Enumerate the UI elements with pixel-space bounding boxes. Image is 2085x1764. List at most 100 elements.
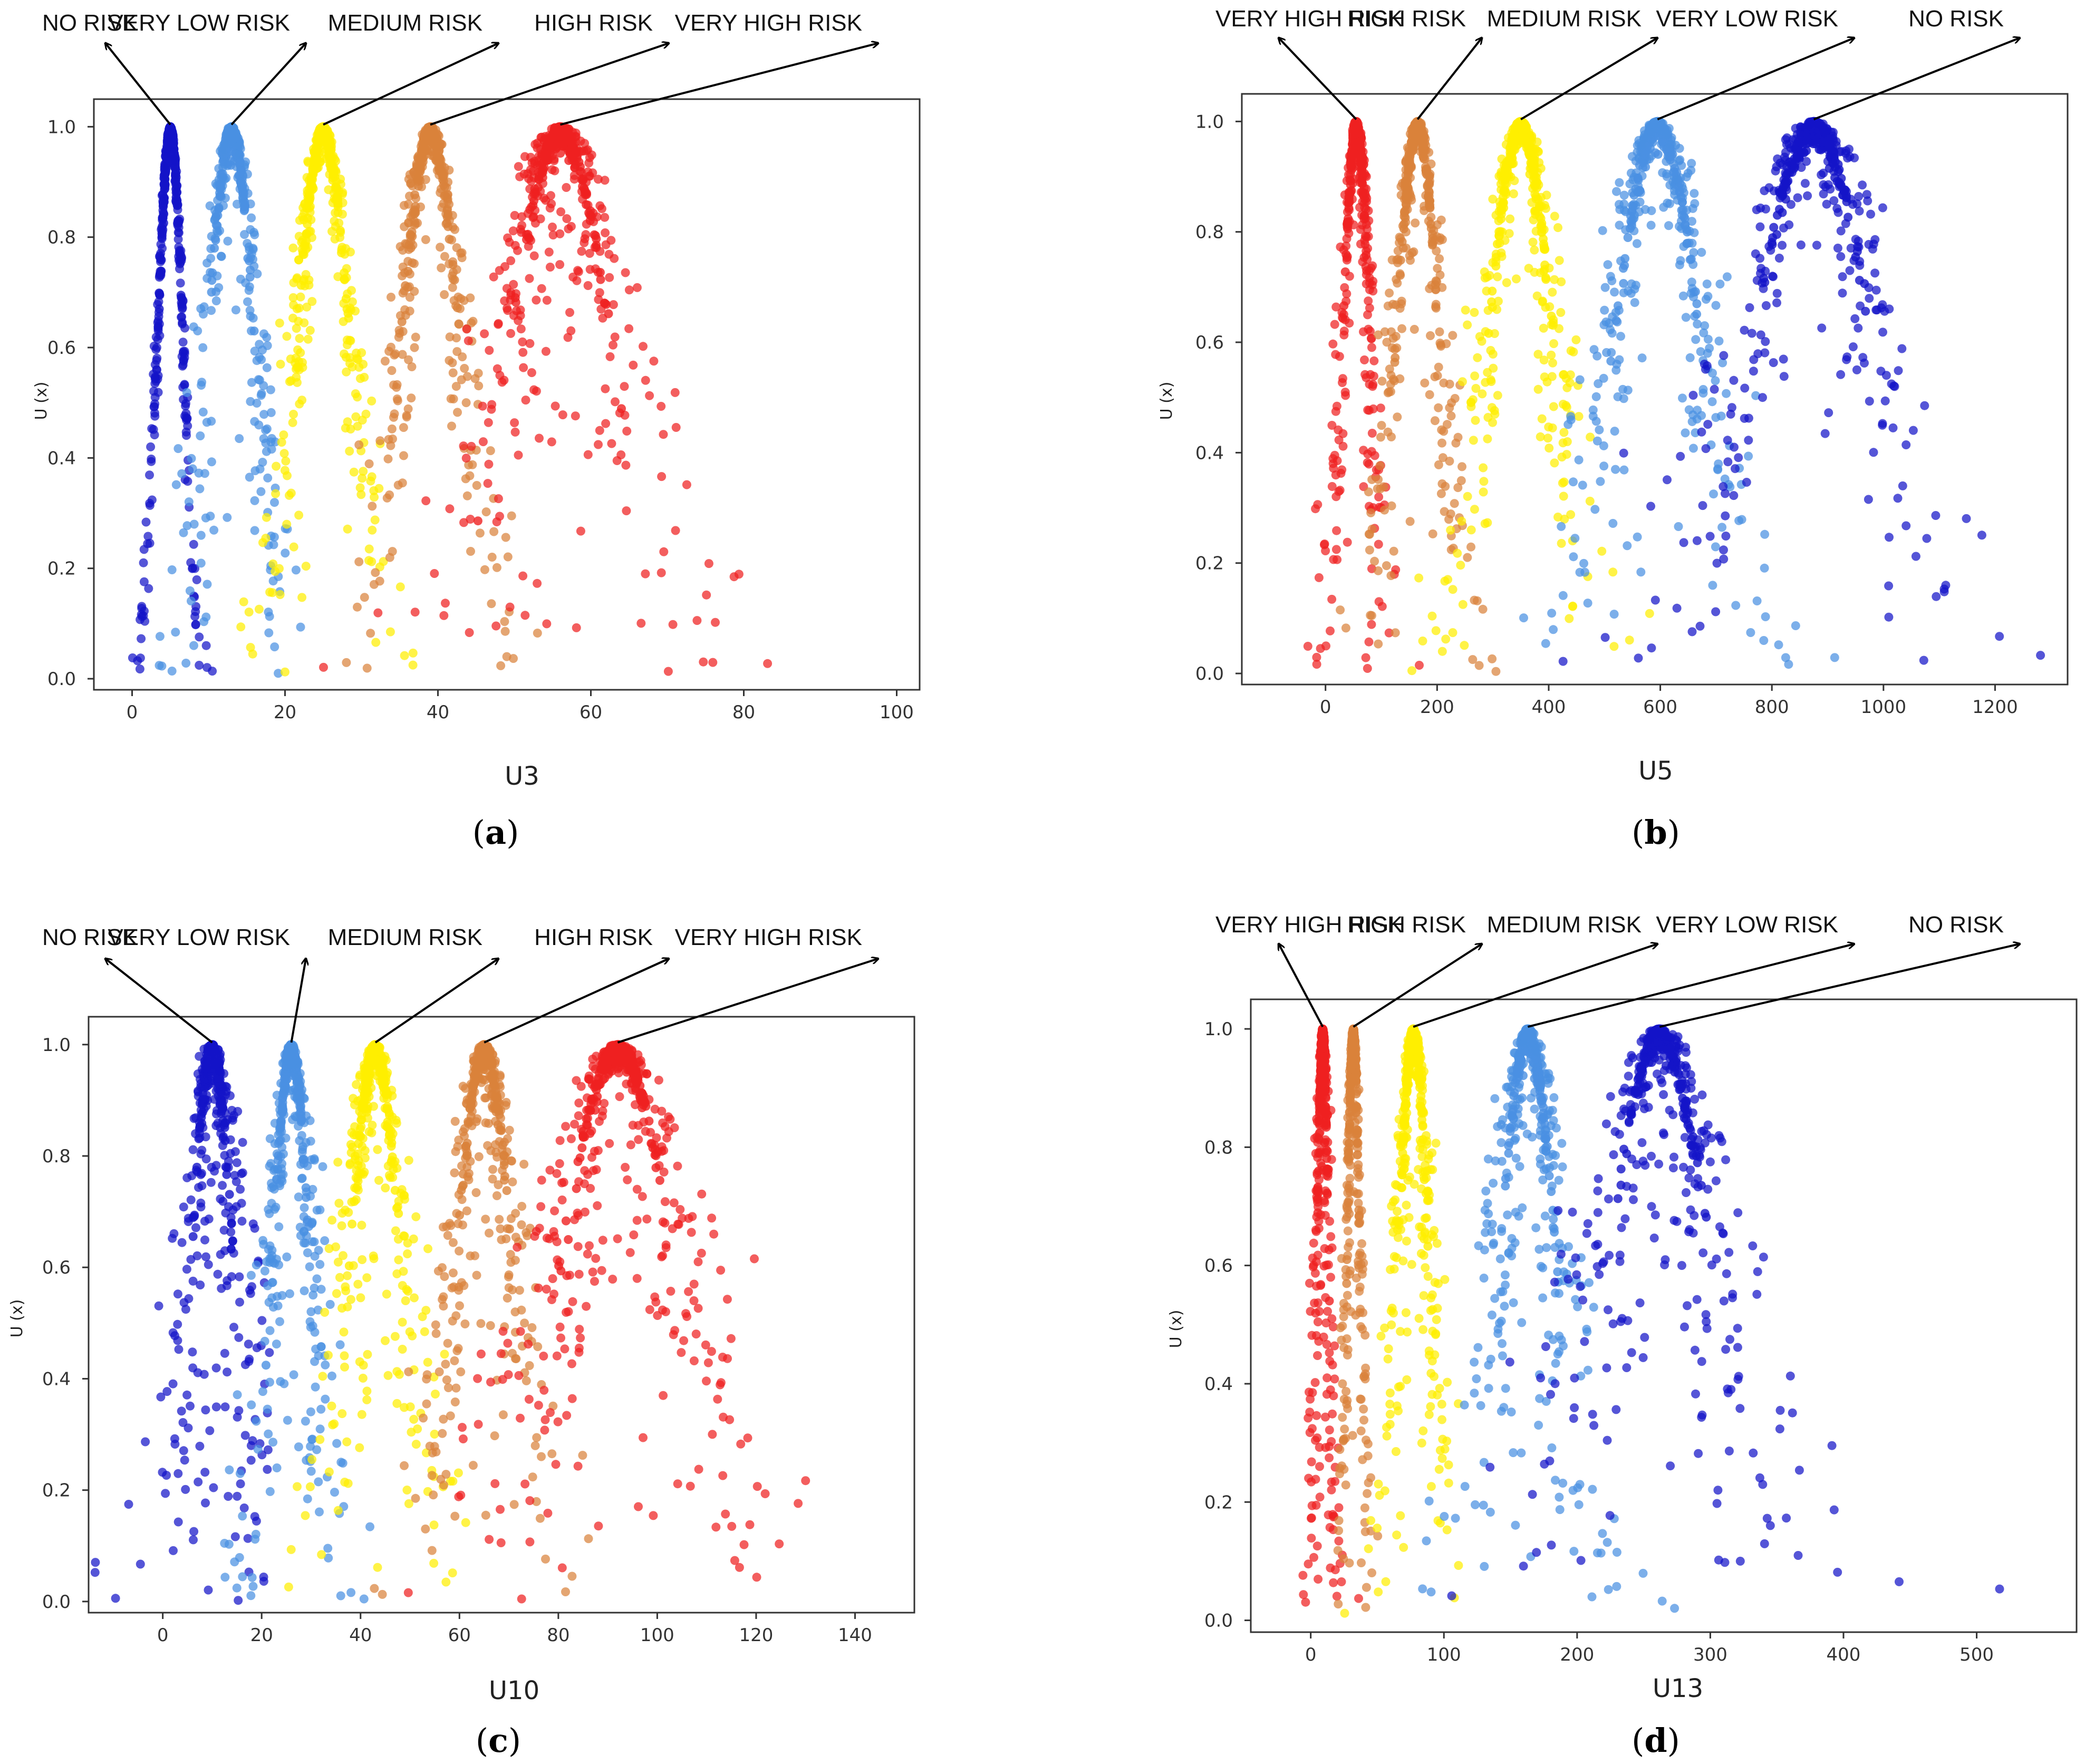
data-point [452, 333, 461, 343]
data-point [421, 235, 430, 244]
data-point [1711, 607, 1721, 616]
y-tick-label: 0.4 [47, 448, 76, 469]
data-point [591, 231, 600, 240]
data-point [171, 185, 181, 194]
data-point [576, 526, 585, 536]
data-point [1708, 581, 1717, 590]
data-point [281, 456, 291, 466]
data-point [179, 528, 188, 537]
data-point [201, 1252, 210, 1261]
data-point [1559, 428, 1569, 437]
data-point [495, 266, 504, 275]
data-point [275, 590, 285, 599]
data-point [1479, 487, 1488, 497]
data-point [199, 310, 208, 319]
data-point [466, 547, 475, 556]
x-tick-label: 800 [1755, 697, 1789, 718]
data-point [1871, 305, 1881, 315]
data-point [491, 621, 501, 631]
data-point [1721, 532, 1731, 541]
data-point [1456, 476, 1466, 485]
data-point [1782, 140, 1791, 149]
data-point [494, 494, 503, 504]
data-point [565, 308, 574, 317]
data-point [1650, 595, 1660, 605]
data-point [1633, 532, 1642, 542]
data-point [533, 629, 542, 638]
data-point [182, 388, 191, 397]
data-point [1745, 303, 1754, 312]
data-point [143, 532, 153, 541]
data-point [1709, 489, 1718, 499]
data-point [600, 213, 610, 222]
data-point [1939, 587, 1949, 596]
data-point [450, 275, 459, 285]
data-point [1409, 247, 1418, 256]
data-point [174, 1345, 184, 1354]
data-point [1716, 411, 1726, 421]
annotation-label-no-risk: NO RISK [1908, 6, 2004, 32]
data-point [243, 297, 252, 306]
data-point [173, 1289, 182, 1299]
data-point [1589, 345, 1599, 354]
data-point [1370, 556, 1379, 566]
data-point [1363, 406, 1373, 415]
data-point [487, 404, 496, 414]
data-point [246, 312, 255, 321]
data-point [468, 316, 478, 326]
data-point [1507, 150, 1516, 159]
data-point [1377, 421, 1386, 430]
data-point [541, 346, 551, 356]
data-point [1627, 279, 1636, 288]
data-point [1578, 480, 1587, 490]
data-point [243, 239, 252, 248]
data-point [485, 345, 494, 355]
y-tick-label: 1.0 [47, 117, 76, 138]
data-point [1433, 371, 1442, 380]
data-point [1399, 211, 1409, 221]
data-point [159, 200, 168, 209]
data-point [1451, 438, 1461, 448]
data-point [1405, 517, 1415, 526]
data-point [1574, 412, 1584, 421]
data-point [544, 156, 553, 165]
data-point [448, 260, 458, 269]
data-point [1341, 623, 1350, 633]
data-point [484, 418, 493, 427]
data-point [441, 599, 450, 608]
data-point [1338, 374, 1347, 383]
data-point [1719, 545, 1728, 555]
annotation-label-high-risk: HIGH RISK [1347, 6, 1466, 32]
data-point [1697, 248, 1706, 257]
data-point [1836, 252, 1846, 261]
data-point [157, 266, 166, 276]
data-point [255, 375, 264, 385]
data-point [548, 230, 558, 240]
data-point [289, 542, 298, 552]
data-point [510, 293, 520, 302]
data-point [522, 235, 531, 244]
data-point [610, 332, 620, 342]
data-point [236, 622, 246, 632]
x-tick-label: 600 [1643, 697, 1677, 718]
data-point [1385, 288, 1394, 298]
data-point [528, 201, 538, 210]
data-point [1878, 327, 1887, 337]
data-point [457, 253, 467, 263]
data-point [1358, 179, 1367, 189]
data-point [1574, 455, 1584, 465]
data-point [462, 324, 471, 334]
data-point [510, 427, 520, 437]
data-point [1829, 196, 1839, 205]
data-point [202, 580, 212, 589]
data-point [616, 450, 626, 459]
data-point [393, 480, 403, 490]
data-point [1414, 573, 1424, 583]
data-point [1420, 378, 1430, 388]
data-point [1756, 264, 1766, 273]
data-point [532, 387, 541, 396]
data-point [572, 623, 581, 632]
data-point [220, 141, 230, 150]
y-axis-label: U (x) [32, 382, 51, 420]
data-point [1701, 444, 1711, 454]
